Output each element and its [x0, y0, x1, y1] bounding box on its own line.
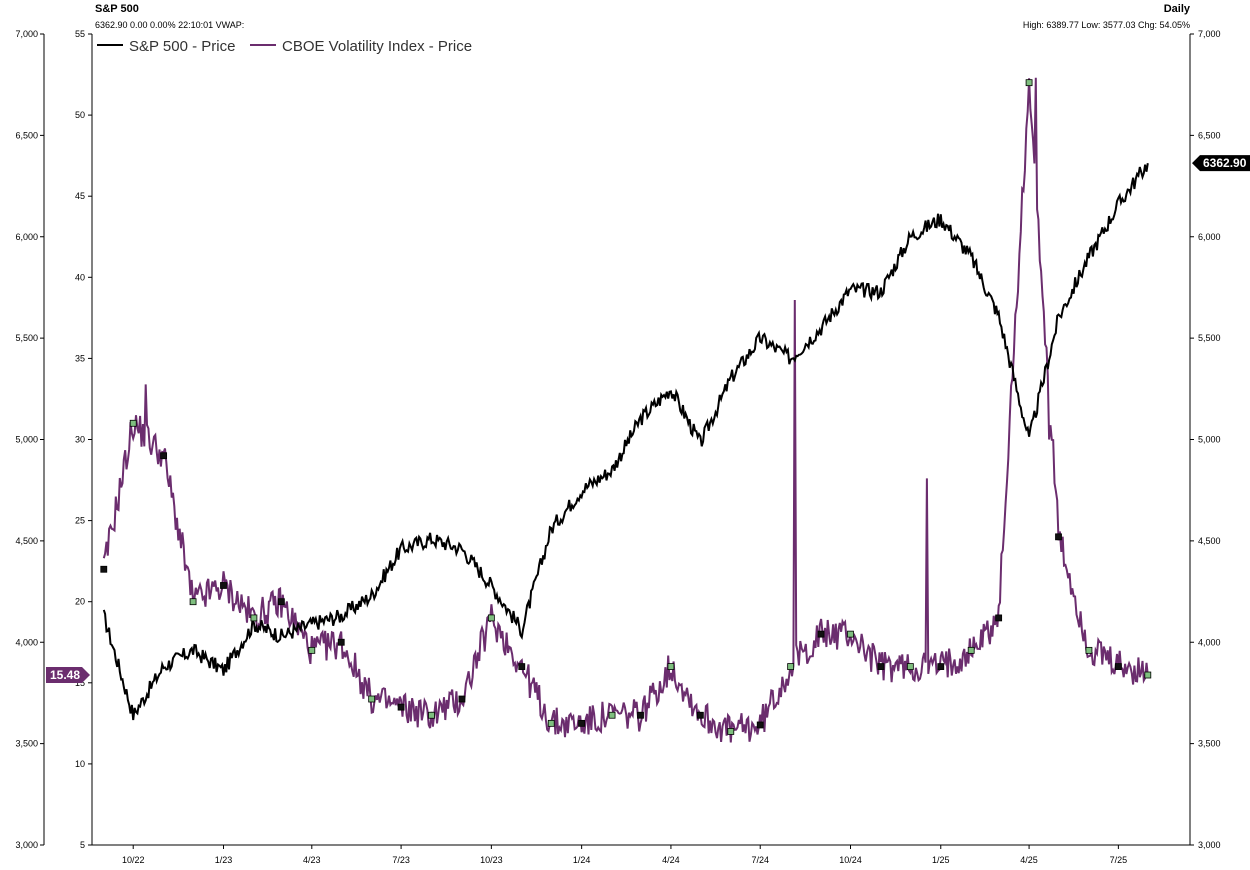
vix-point-marker [160, 452, 168, 460]
vix-point-marker [1055, 533, 1062, 541]
spx-series-line [102, 163, 1149, 721]
vix-point-marker [1114, 663, 1122, 670]
last-value-tags: 6362.90 15.48 [46, 155, 1250, 684]
spx-last-value-label: 6362.90 [1203, 156, 1247, 170]
vix-point-marker [667, 663, 675, 670]
vix-point-marker [518, 663, 526, 670]
x-tick-label: 4/24 [662, 855, 680, 865]
left-tick-label: 4,500 [15, 536, 38, 546]
inner-tick-label: 35 [75, 353, 85, 363]
x-tick-label: 1/25 [932, 855, 950, 865]
series-layer [100, 77, 1152, 743]
vix-point-marker [1025, 79, 1033, 87]
x-tick-label: 7/25 [1110, 855, 1128, 865]
vix-point-marker [817, 630, 825, 638]
vix-point-marker [967, 646, 975, 654]
vix-point-marker [727, 728, 735, 735]
left-tick-label: 3,500 [15, 739, 38, 749]
right-tick-label: 7,000 [1198, 29, 1221, 39]
inner-tick-label: 30 [75, 435, 85, 445]
vix-point-marker [129, 419, 137, 427]
inner-tick-label: 50 [75, 110, 85, 120]
x-tick-label: 10/22 [122, 855, 145, 865]
inner-tick-label: 5 [80, 840, 85, 850]
x-tick-label: 7/24 [751, 855, 769, 865]
vix-point-marker [220, 582, 227, 589]
vix-point-marker [487, 614, 495, 622]
right-tick-label: 5,000 [1198, 435, 1221, 445]
right-tick-label: 4,000 [1198, 637, 1221, 647]
inner-tick-label: 55 [75, 29, 85, 39]
vix-point-marker [995, 614, 1003, 622]
legend: S&P 500 - Price CBOE Volatility Index - P… [97, 38, 472, 55]
vix-point-marker [1085, 646, 1093, 654]
inner-tick-label: 45 [75, 191, 85, 201]
vix-point-marker [608, 711, 616, 719]
vix-series-line [102, 77, 1149, 743]
left-tick-label: 3,000 [15, 840, 38, 850]
axes: 3,000 3,500 4,000 4,500 5,000 5,500 6,000 6,500… [15, 29, 1220, 865]
range-stats: High: 6389.77 Low: 3577.03 Chg: 54.05% [1022, 20, 1190, 30]
vix-point-marker [578, 719, 586, 727]
right-tick-label: 6,000 [1198, 232, 1221, 242]
vix-point-marker [337, 638, 345, 646]
vix-last-value-tag [46, 667, 90, 684]
left-tick-label: 7,000 [15, 29, 38, 39]
x-tick-label: 7/23 [392, 855, 410, 865]
left-tick-label: 5,000 [15, 435, 38, 445]
right-tick-label: 4,500 [1198, 536, 1221, 546]
spx-last-value-tag [1192, 155, 1250, 172]
vix-point-marker [250, 614, 258, 622]
vix-point-marker [637, 711, 644, 719]
vix-point-marker [756, 721, 764, 729]
vix-point-marker [189, 598, 197, 606]
vix-point-marker [308, 646, 316, 654]
left-tick-label: 5,500 [15, 333, 38, 343]
right-tick-label: 6,500 [1198, 130, 1221, 140]
chart-title: S&P 500 [95, 3, 139, 15]
x-tick-label: 10/23 [480, 855, 503, 865]
left-tick-label: 6,000 [15, 232, 38, 242]
vix-point-marker [696, 711, 704, 719]
x-tick-label: 1/23 [215, 855, 233, 865]
price-summary: 6362.90 0.00 0.00% 22:10:01 VWAP: [95, 20, 245, 30]
vix-point-marker [547, 719, 555, 727]
inner-tick-label: 20 [75, 597, 85, 607]
left-tick-label: 6,500 [15, 130, 38, 140]
vix-point-marker [877, 663, 885, 670]
inner-tick-label: 40 [75, 272, 85, 282]
vix-point-marker [1144, 671, 1152, 679]
vix-point-marker [937, 663, 945, 670]
right-tick-label: 3,000 [1198, 840, 1221, 850]
x-tick-label: 10/24 [839, 855, 862, 865]
vix-last-value-label: 15.48 [50, 668, 80, 682]
vix-point-marker [100, 565, 108, 573]
vix-point-marker [906, 663, 914, 670]
left-tick-label: 4,000 [15, 637, 38, 647]
vix-point-marker [277, 598, 285, 606]
x-tick-label: 4/23 [303, 855, 321, 865]
legend-spx-label: S&P 500 - Price [129, 38, 235, 55]
inner-tick-label: 25 [75, 516, 85, 526]
right-tick-label: 3,500 [1198, 739, 1221, 749]
inner-tick-label: 10 [75, 759, 85, 769]
right-tick-label: 5,500 [1198, 333, 1221, 343]
legend-vix-label: CBOE Volatility Index - Price [282, 38, 472, 55]
vix-point-marker [458, 695, 466, 703]
vix-point-marker [368, 695, 376, 703]
vix-point-marker [397, 703, 405, 711]
vix-point-marker [428, 711, 435, 719]
x-tick-label: 1/24 [573, 855, 591, 865]
vix-point-marker [847, 630, 854, 638]
vix-point-marker [787, 663, 795, 670]
x-tick-label: 4/25 [1020, 855, 1038, 865]
frequency-label: Daily [1163, 3, 1190, 15]
